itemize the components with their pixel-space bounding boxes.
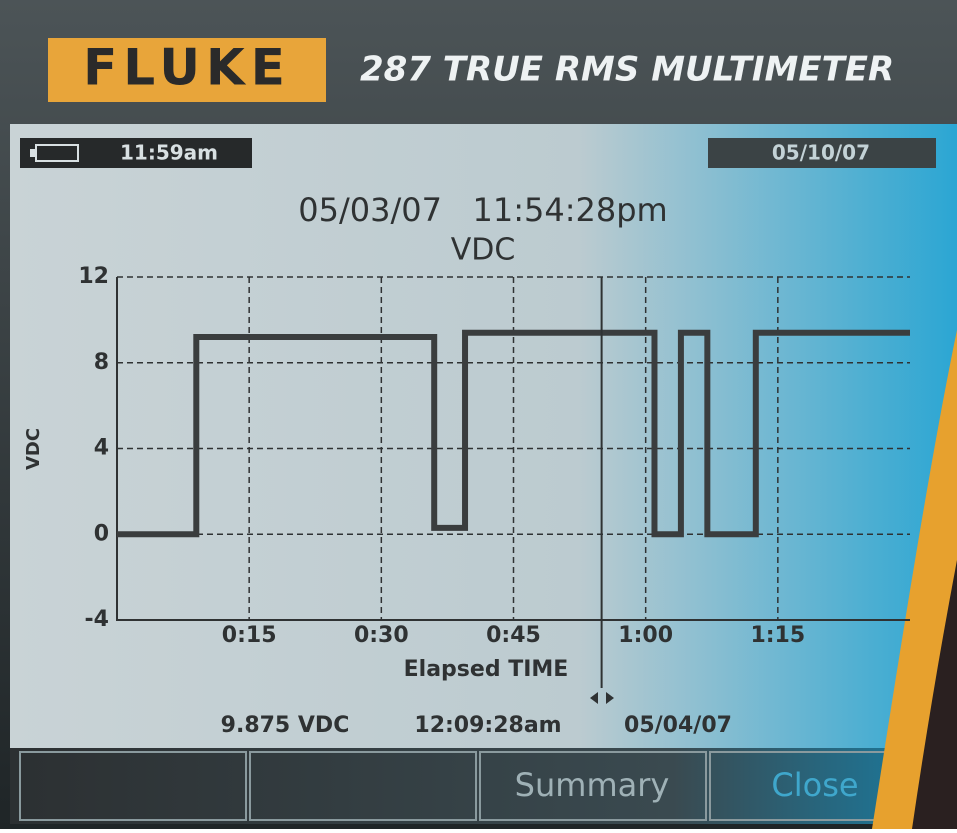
page: FLUKE 287 TRUE RMS MULTIMETER 11:59am 05…: [0, 0, 957, 829]
y-axis-label: VDC: [23, 428, 44, 470]
x-tick-label: 0:45: [486, 623, 541, 648]
cursor-time: 12:09:28am: [414, 713, 561, 738]
y-tick-label: 0: [94, 521, 109, 546]
y-tick-label: 8: [94, 350, 109, 375]
softkey-close[interactable]: Close: [771, 766, 858, 804]
x-axis-label: Elapsed TIME: [404, 657, 569, 682]
model: 287 TRUE RMS MULTIMETER: [360, 50, 894, 90]
chart-title: 05/03/07 11:54:28pm: [298, 191, 667, 229]
status-date: 05/10/07: [772, 141, 870, 165]
y-tick-label: 4: [94, 436, 109, 461]
x-tick-label: 1:15: [750, 623, 805, 648]
softkey-summary[interactable]: Summary: [515, 766, 670, 804]
x-tick-label: 0:30: [354, 623, 409, 648]
brand: FLUKE: [83, 39, 291, 97]
cursor-date: 05/04/07: [624, 713, 732, 738]
cursor-value: 9.875 VDC: [221, 713, 350, 738]
chart-subtitle: VDC: [451, 233, 516, 268]
x-tick-label: 1:00: [618, 623, 673, 648]
y-tick-label: -4: [85, 607, 109, 632]
status-time: 11:59am: [120, 141, 218, 165]
x-tick-label: 0:15: [222, 623, 277, 648]
battery-tip: [30, 149, 36, 157]
y-tick-label: 12: [78, 264, 109, 289]
device-screen: FLUKE 287 TRUE RMS MULTIMETER 11:59am 05…: [0, 0, 957, 829]
